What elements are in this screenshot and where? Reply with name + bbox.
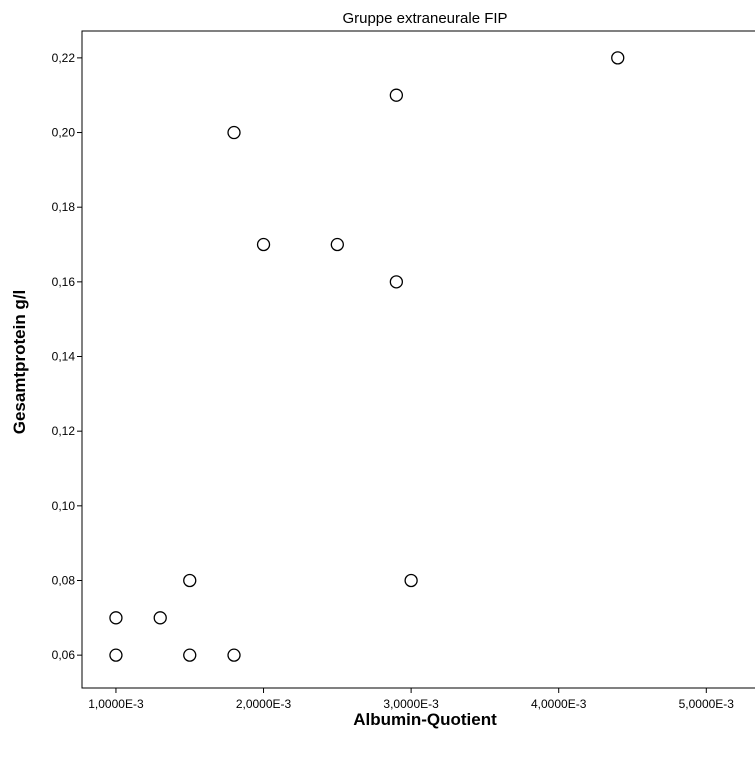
data-point <box>183 648 197 662</box>
plot-area-frame <box>81 30 755 689</box>
y-axis-title: Gesamtprotein g/l <box>10 290 29 435</box>
data-point <box>153 611 167 625</box>
x-tick-label: 3,0000E-3 <box>383 697 439 711</box>
y-axis-ticks: 0,06 0,08 0,10 0,12 0,14 0,16 0,18 0,20 0,22 <box>52 51 82 662</box>
y-tick-label: 0,06 <box>52 648 76 662</box>
x-axis-title: Albumin-Quotient <box>353 710 497 729</box>
y-tick-label: 0,08 <box>52 573 76 587</box>
data-point <box>256 237 271 252</box>
x-tick-label: 2,0000E-3 <box>236 697 292 711</box>
y-tick-label: 0,22 <box>52 51 76 65</box>
x-tick-label: 1,0000E-3 <box>88 697 144 711</box>
y-tick-label: 0,10 <box>52 499 76 513</box>
y-tick-label: 0,20 <box>52 126 76 140</box>
data-point <box>227 125 241 140</box>
data-point <box>109 648 123 662</box>
y-tick-label: 0,12 <box>52 424 76 438</box>
y-tick-label: 0,18 <box>52 200 76 214</box>
y-tick-label: 0,16 <box>52 275 76 289</box>
data-point <box>330 237 344 252</box>
x-tick-label: 5,0000E-3 <box>679 697 735 711</box>
data-point <box>109 611 123 625</box>
chart-title: Gruppe extraneurale FIP <box>342 10 507 27</box>
data-point <box>183 573 197 588</box>
data-point <box>404 573 418 588</box>
data-point <box>227 648 241 662</box>
data-point <box>611 51 625 65</box>
data-point <box>389 88 404 102</box>
x-axis-ticks: 1,0000E-3 2,0000E-3 3,0000E-3 4,0000E-3 5,00… <box>88 688 734 711</box>
data-point <box>389 275 404 289</box>
y-tick-label: 0,14 <box>52 350 76 364</box>
data-points <box>109 51 625 662</box>
x-tick-label: 4,0000E-3 <box>531 697 587 711</box>
